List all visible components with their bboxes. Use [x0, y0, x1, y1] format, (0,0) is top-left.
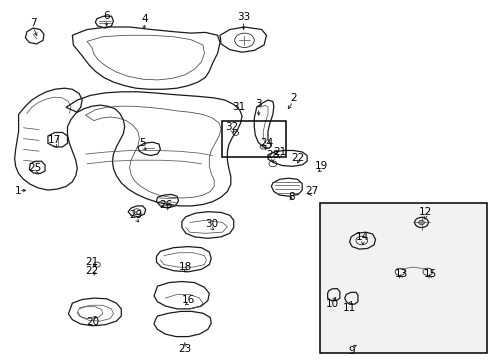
Text: 15: 15 [423, 269, 436, 279]
Text: 16: 16 [181, 294, 195, 305]
Text: 9: 9 [348, 346, 355, 356]
Bar [320, 203, 486, 353]
Text: 21: 21 [85, 257, 99, 267]
Text: 6: 6 [103, 11, 110, 21]
Bar [222, 121, 285, 157]
Text: 17: 17 [48, 135, 61, 145]
Text: 25: 25 [28, 163, 42, 174]
Text: 20: 20 [86, 317, 99, 327]
Text: 24: 24 [259, 138, 273, 148]
Text: 22: 22 [291, 153, 305, 163]
Text: 30: 30 [204, 219, 217, 229]
Text: 4: 4 [141, 14, 147, 24]
Text: 23: 23 [178, 344, 191, 354]
Text: 28: 28 [265, 150, 279, 160]
Text: 19: 19 [314, 161, 328, 171]
Text: 13: 13 [393, 269, 407, 279]
Text: 21: 21 [272, 147, 286, 157]
Text: 5: 5 [139, 138, 146, 148]
Text: 33: 33 [236, 12, 250, 22]
Text: 11: 11 [342, 303, 356, 313]
Text: 7: 7 [30, 18, 37, 28]
Text: 29: 29 [129, 210, 142, 220]
Text: 27: 27 [305, 186, 318, 196]
Text: 31: 31 [231, 102, 245, 112]
Text: 18: 18 [179, 262, 192, 272]
Text: 3: 3 [254, 99, 261, 109]
Text: 32: 32 [225, 122, 239, 132]
Circle shape [418, 220, 424, 225]
Text: 22: 22 [85, 266, 99, 276]
Text: 10: 10 [325, 299, 338, 309]
Text: 14: 14 [355, 232, 369, 242]
Text: 1: 1 [15, 186, 22, 196]
Text: 8: 8 [287, 192, 294, 202]
Text: 12: 12 [418, 207, 431, 217]
Text: 26: 26 [159, 200, 173, 210]
Text: 2: 2 [289, 93, 296, 103]
